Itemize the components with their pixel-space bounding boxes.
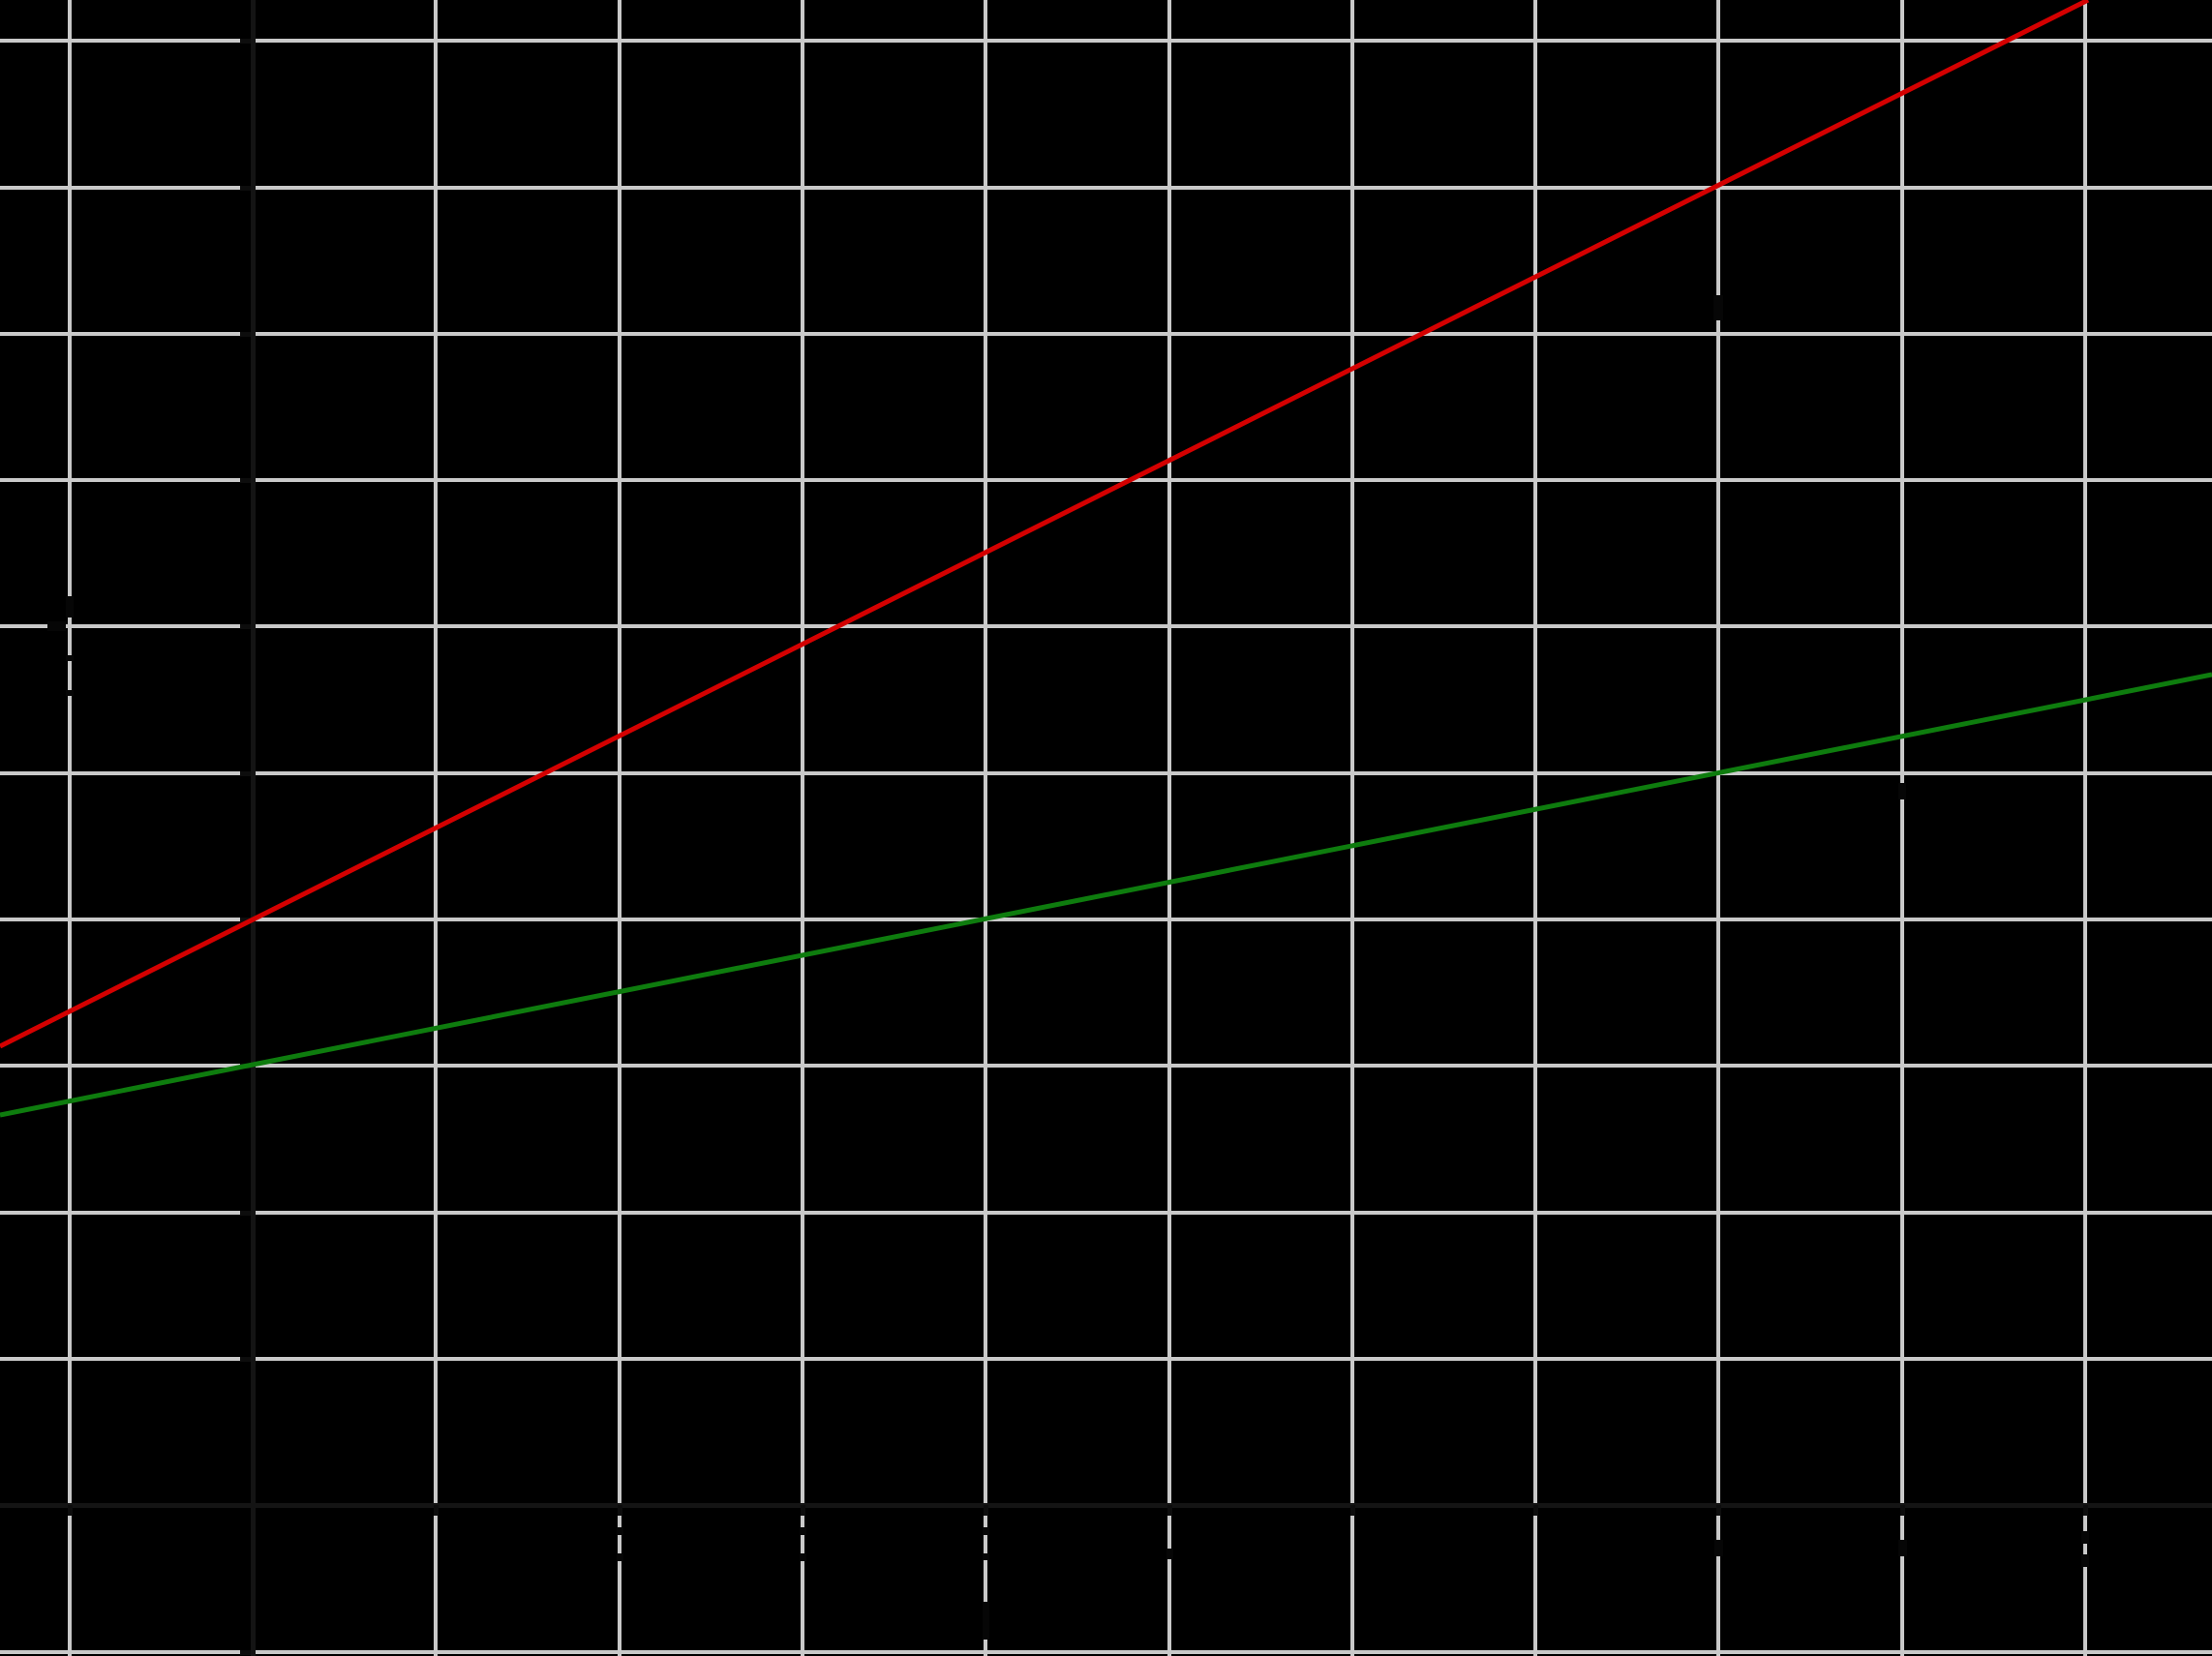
text-remnant	[1897, 1540, 1907, 1556]
gridline-vertical	[1167, 0, 1171, 1656]
y-axis-tick	[239, 38, 251, 44]
x-axis-tick	[800, 1505, 805, 1516]
gridline-vertical	[1900, 0, 1904, 1656]
gridline-horizontal	[0, 918, 2212, 921]
x-axis-tick	[67, 1505, 73, 1516]
text-remnant	[982, 1527, 989, 1535]
y-axis-tick	[239, 1649, 251, 1655]
gridline-horizontal	[0, 186, 2212, 190]
x-axis-tick	[1715, 1505, 1721, 1516]
text-remnant	[982, 1602, 989, 1640]
gridline-vertical	[68, 0, 72, 1656]
series-green-line	[0, 672, 2212, 1118]
x-axis-tick	[1532, 1505, 1538, 1516]
text-remnant	[1713, 295, 1723, 320]
x-axis-tick	[1349, 1505, 1355, 1516]
x-axis-tick	[983, 1505, 988, 1516]
text-remnant	[616, 1527, 623, 1535]
gridline-vertical	[801, 0, 804, 1656]
text-remnant	[66, 596, 74, 617]
gridline-horizontal	[0, 1211, 2212, 1215]
y-axis-tick	[239, 185, 251, 191]
text-remnant	[66, 655, 74, 661]
gridline-vertical	[1533, 0, 1537, 1656]
text-remnant	[1166, 1549, 1173, 1559]
text-remnant	[1898, 783, 1906, 799]
gridline-horizontal	[0, 1650, 2212, 1654]
x-axis-tick	[1167, 1505, 1172, 1516]
x-axis-tick	[617, 1505, 622, 1516]
gridline-vertical	[984, 0, 987, 1656]
gridline-horizontal	[0, 624, 2212, 628]
gridline-vertical	[1350, 0, 1354, 1656]
y-axis-tick	[239, 1356, 251, 1362]
text-remnant	[2081, 1554, 2089, 1567]
text-remnant	[982, 1553, 989, 1560]
text-remnant	[799, 1527, 806, 1535]
gridline-horizontal	[0, 39, 2212, 43]
text-remnant	[66, 690, 74, 696]
y-axis-tick	[239, 623, 251, 629]
gridline-horizontal	[0, 478, 2212, 482]
x-axis-tick	[433, 1505, 439, 1516]
text-remnant	[2081, 1531, 2089, 1544]
y-axis-tick	[239, 331, 251, 337]
series-red-line	[0, 0, 2090, 1049]
gridline-horizontal	[0, 1357, 2212, 1361]
gridline-horizontal	[0, 1064, 2212, 1068]
y-axis-tick	[239, 477, 251, 483]
x-axis-line	[0, 1502, 2212, 1508]
y-axis-tick	[239, 917, 251, 922]
gridline-horizontal	[0, 332, 2212, 336]
y-axis-tick	[239, 1210, 251, 1216]
x-axis-tick	[2082, 1505, 2088, 1516]
x-axis-tick	[1899, 1505, 1905, 1516]
gridline-vertical	[2083, 0, 2087, 1656]
y-axis-tick	[239, 770, 251, 776]
gridline-horizontal	[0, 771, 2212, 775]
text-remnant	[616, 1553, 623, 1561]
text-remnant	[1713, 1540, 1723, 1556]
gridline-vertical	[618, 0, 621, 1656]
y-axis-line	[250, 0, 256, 1656]
text-remnant	[47, 621, 66, 631]
text-remnant	[799, 1553, 806, 1561]
gridline-vertical	[1716, 0, 1720, 1656]
